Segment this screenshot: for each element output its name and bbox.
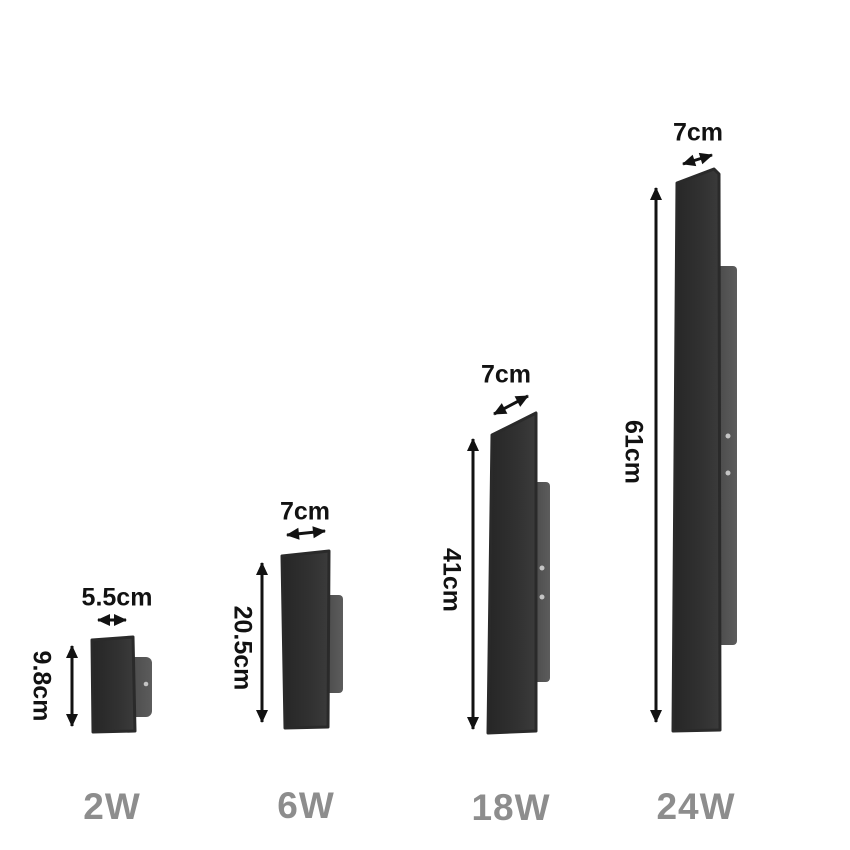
lamp-6w-watt-label: 6W (277, 785, 335, 826)
lamp-2w-watt-label: 2W (83, 786, 141, 827)
lamp-24w-panel (671, 167, 722, 733)
lamp-24w-body (671, 167, 737, 733)
lamp-6w-width-arrow (286, 526, 326, 540)
lamp-18w-screw-bottom-icon (539, 594, 545, 600)
lamp-24w-watt-label: 24W (656, 786, 736, 827)
lamp-24w-screw-top-icon (725, 433, 731, 439)
lamp-18w-watt-label: 18W (471, 787, 551, 828)
lamp-18w-panel (486, 411, 538, 735)
lamp-18w-screw-top-icon (539, 565, 545, 571)
lamp-24w-width-arrow (682, 152, 713, 167)
lamp-24w-screw-bottom-icon (725, 470, 731, 476)
lamp-6w-body (280, 549, 343, 730)
lamp-18w-width-label: 7cm (480, 360, 532, 389)
lamp-18w-height-label: 41cm (437, 548, 466, 612)
lamp-2w-width-label: 5.5cm (81, 583, 153, 612)
lamp-2w-screw-icon (143, 681, 149, 687)
lamp-2w-height-label: 9.8cm (27, 650, 56, 722)
lamp-2w-body (90, 635, 152, 734)
lamp-18w-width-arrow (493, 394, 529, 416)
lamp-24w-height-label: 61cm (619, 420, 648, 484)
lamp-24w-width-label: 7cm (672, 118, 724, 147)
lamp-6w-width-label: 7cm (279, 497, 331, 526)
lamp-2w-panel (90, 635, 137, 734)
lamp-6w-panel (280, 549, 331, 730)
lamp-18w-body (486, 411, 550, 735)
lamp-6w-height-label: 20.5cm (228, 605, 257, 691)
